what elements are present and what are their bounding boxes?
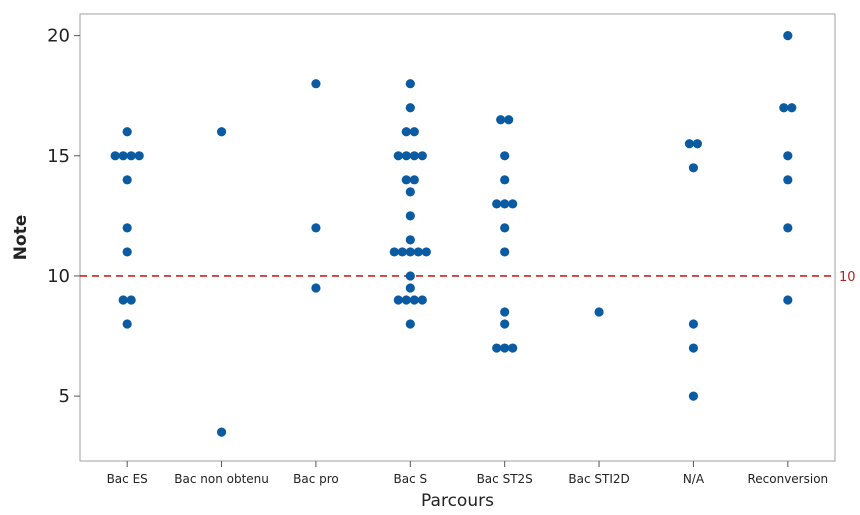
data-point [405, 319, 415, 329]
data-point [504, 115, 514, 125]
data-point [500, 319, 510, 329]
data-point [405, 247, 415, 257]
data-point [405, 283, 415, 293]
y-tick-label: 15 [47, 146, 70, 167]
data-point [405, 79, 415, 89]
data-point [122, 223, 132, 233]
x-axis: Bac ES Bac non obtenu Bac pro Bac S Bac ST2S… [107, 461, 828, 486]
data-point [500, 343, 510, 353]
data-point [594, 307, 604, 317]
data-point [688, 391, 699, 401]
data-point [409, 295, 419, 305]
data-point [421, 247, 431, 257]
data-point [405, 187, 415, 197]
data-point [684, 139, 695, 149]
data-point [688, 163, 699, 173]
x-tick-label: Bac S [394, 472, 428, 486]
data-point [110, 151, 120, 161]
data-point [492, 199, 502, 209]
data-point [401, 127, 411, 137]
x-tick-label: Reconversion [747, 472, 828, 486]
data-point [409, 151, 419, 161]
data-point [779, 103, 789, 113]
data-point [500, 151, 510, 161]
data-point [783, 151, 793, 161]
x-tick-label: Bac STI2D [568, 472, 629, 486]
plot-frame [79, 13, 836, 462]
y-axis: 5 10 15 20 [47, 26, 80, 407]
data-point [405, 271, 415, 281]
data-point [688, 343, 699, 353]
x-axis-title: Parcours [421, 491, 494, 511]
data-point [500, 175, 510, 185]
data-point [118, 151, 128, 161]
x-tick-label: N/A [683, 472, 705, 486]
data-point [500, 247, 510, 257]
data-point [405, 211, 415, 221]
data-point [783, 295, 793, 305]
data-point [783, 175, 793, 185]
data-point [311, 283, 321, 293]
data-point [122, 319, 132, 329]
data-point [783, 31, 793, 41]
y-tick-label: 20 [47, 26, 70, 47]
data-point [126, 295, 136, 305]
data-point [783, 223, 793, 233]
data-point [401, 151, 411, 161]
data-point [508, 199, 518, 209]
data-points [110, 31, 797, 437]
data-point [389, 247, 399, 257]
data-point [500, 307, 510, 317]
data-point [134, 151, 144, 161]
x-tick-label: Bac ST2S [477, 472, 533, 486]
data-point [393, 295, 403, 305]
data-point [311, 79, 321, 89]
data-point [409, 175, 419, 185]
data-point [409, 127, 419, 137]
data-point [118, 295, 128, 305]
data-point [688, 319, 699, 329]
y-axis-title: Note [11, 215, 31, 261]
x-tick-label: Bac pro [293, 472, 339, 486]
data-point [508, 343, 518, 353]
data-point [122, 247, 132, 257]
data-point [216, 427, 227, 437]
data-point [126, 151, 136, 161]
y-tick-label: 5 [59, 386, 70, 407]
data-point [417, 151, 427, 161]
data-point [122, 127, 132, 137]
data-point [492, 343, 502, 353]
data-point [500, 199, 510, 209]
y-tick-label: 10 [47, 266, 70, 287]
data-point [500, 223, 510, 233]
data-point [393, 151, 403, 161]
data-point [692, 139, 703, 149]
data-point [401, 175, 411, 185]
x-tick-label: Bac ES [107, 472, 148, 486]
data-point [413, 247, 423, 257]
reference-line-label: 10 [839, 270, 856, 285]
data-point [216, 127, 227, 137]
data-point [401, 295, 411, 305]
data-point [405, 103, 415, 113]
data-point [397, 247, 407, 257]
data-point [311, 223, 321, 233]
data-point [122, 175, 132, 185]
data-point [405, 235, 415, 245]
data-point [496, 115, 506, 125]
x-tick-label: Bac non obtenu [174, 472, 269, 486]
data-point [417, 295, 427, 305]
data-point [787, 103, 797, 113]
